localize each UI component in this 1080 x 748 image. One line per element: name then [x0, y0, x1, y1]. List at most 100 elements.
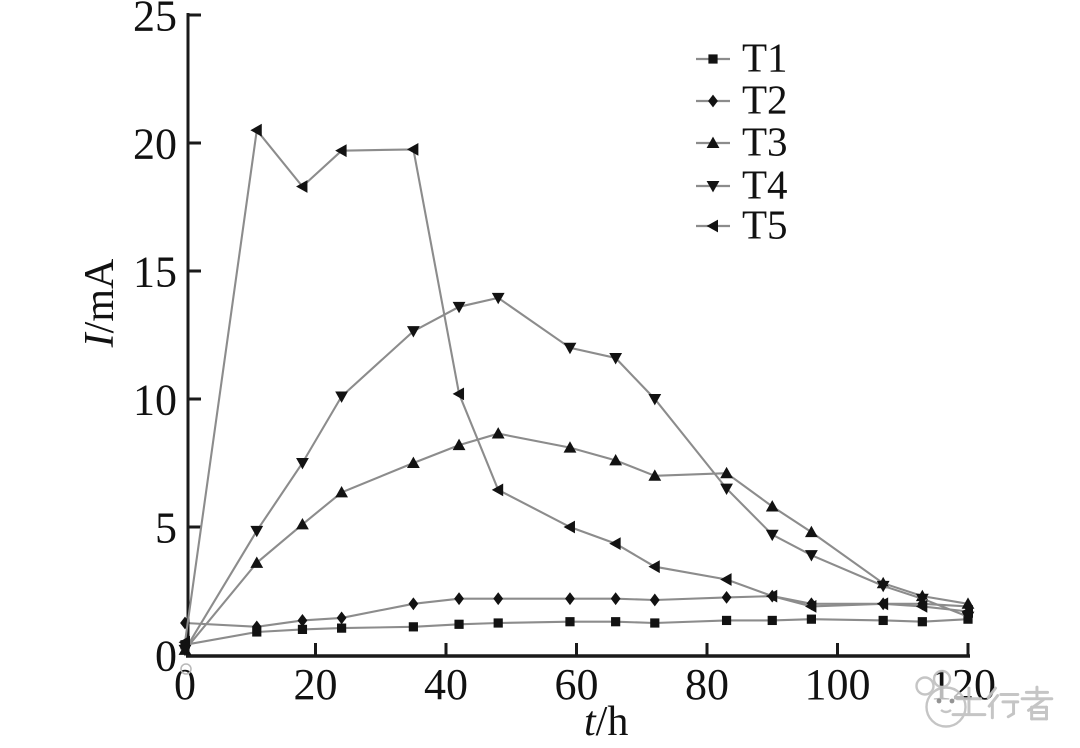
- square-marker: [878, 615, 888, 626]
- square-marker: [767, 615, 777, 626]
- series-T4-line: [184, 296, 969, 651]
- triangle-down-marker: [765, 529, 779, 542]
- y-axis-label-symbol: I: [77, 333, 123, 348]
- square-marker: [721, 615, 732, 626]
- x-tick-label: 40: [424, 660, 468, 709]
- triangle-left-marker: [961, 605, 973, 618]
- triangle-left-marker: [452, 387, 465, 401]
- triangle-left-marker: [178, 635, 190, 649]
- triangle-up-marker: [720, 466, 733, 479]
- diamond-marker: [610, 592, 621, 606]
- square-marker: [650, 618, 660, 628]
- square-marker: [454, 619, 464, 629]
- triangle-down-marker: [491, 292, 505, 305]
- triangle-up-marker: [250, 556, 264, 568]
- triangle-up-marker: [296, 518, 309, 530]
- axes: [186, 13, 970, 658]
- y-tick-label: 5: [155, 504, 177, 553]
- triangle-left-marker: [765, 589, 778, 603]
- square-marker: [611, 617, 621, 627]
- triangle-left-marker: [335, 144, 347, 158]
- triangle-down-marker: [876, 580, 890, 593]
- triangle-down-marker: [648, 394, 662, 406]
- series-T1-line: [184, 618, 969, 646]
- square-marker: [337, 623, 347, 633]
- triangle-down-marker: [720, 483, 733, 495]
- triangle-left-marker: [876, 597, 889, 611]
- triangle-down-marker: [250, 525, 264, 538]
- triangle-left-marker: [648, 560, 660, 574]
- series-T2-line: [184, 595, 969, 628]
- diamond-marker: [649, 593, 660, 607]
- triangle-down-marker: [805, 550, 818, 562]
- series-T5: [178, 123, 973, 649]
- x-tick-label: 0: [174, 660, 196, 709]
- cloud-mascot-logo-icon: [915, 669, 967, 728]
- y-axis-label: I/mA: [77, 258, 123, 348]
- legend-label-t5: T5: [742, 201, 788, 248]
- y-tick-label: 10: [133, 376, 177, 425]
- x-tick-label: 60: [555, 660, 599, 709]
- square-marker: [408, 622, 418, 632]
- triangle-left-marker: [491, 483, 504, 497]
- triangle-down-marker: [406, 326, 420, 338]
- y-tick-label: 15: [133, 248, 177, 297]
- legend: [696, 54, 730, 233]
- triangle-down-marker: [563, 342, 577, 355]
- square-marker: [493, 618, 503, 628]
- triangle-down-marker: [609, 353, 623, 365]
- triangle-up-marker: [335, 486, 348, 498]
- triangle-up-icon: [706, 136, 720, 148]
- legend-label-t3: T3: [742, 118, 788, 165]
- triangle-left-marker: [915, 599, 928, 613]
- diamond-marker: [251, 620, 262, 634]
- square-marker: [917, 617, 927, 627]
- triangle-left-marker: [296, 180, 308, 193]
- ghost-marker-artifact: [180, 663, 192, 675]
- watermark-char: [951, 686, 987, 717]
- triangle-down-icon: [706, 181, 720, 193]
- diamond-marker: [336, 611, 347, 625]
- legend-item-T1: [696, 54, 730, 64]
- diamond-marker: [408, 597, 419, 611]
- x-axis-label-symbol: t: [584, 699, 596, 745]
- triangle-up-marker: [452, 438, 466, 451]
- square-marker: [806, 614, 816, 624]
- diamond-icon: [708, 94, 718, 108]
- square-marker: [297, 624, 308, 634]
- y-axis-label-unit: /mA: [77, 258, 123, 334]
- triangle-left-marker: [563, 520, 575, 534]
- x-axis-label: t/h: [584, 701, 628, 743]
- square-marker: [565, 617, 575, 627]
- triangle-down-marker: [335, 391, 348, 403]
- y-tick-label: 25: [133, 0, 177, 41]
- triangle-up-marker: [563, 441, 577, 453]
- diamond-marker: [721, 591, 732, 604]
- diamond-marker: [565, 592, 575, 606]
- legend-item-T2: [696, 94, 730, 108]
- diamond-marker: [454, 592, 464, 606]
- x-tick-label: 20: [294, 660, 338, 709]
- triangle-left-marker: [250, 123, 262, 137]
- legend-label-t1: T1: [742, 34, 788, 81]
- watermark-char: [986, 686, 1020, 720]
- series-T4: [178, 292, 975, 657]
- triangle-up-marker: [961, 597, 975, 609]
- triangle-down-marker: [915, 593, 929, 606]
- legend-item-T5: [696, 219, 730, 233]
- diamond-marker: [493, 592, 504, 606]
- legend-item-T4: [696, 181, 730, 193]
- triangle-up-marker: [648, 469, 662, 481]
- triangle-down-marker: [178, 644, 192, 657]
- triangle-left-marker: [609, 537, 621, 551]
- triangle-left-marker: [406, 143, 419, 156]
- watermark: [915, 669, 1054, 728]
- x-tick-label: 100: [805, 660, 871, 709]
- triangle-left-icon: [706, 219, 718, 233]
- y-tick-label: 20: [133, 120, 177, 169]
- triangle-down-marker: [296, 458, 309, 470]
- triangle-up-marker: [406, 456, 420, 468]
- series-T5-line: [183, 127, 969, 643]
- y-tick-label: 0: [155, 632, 177, 681]
